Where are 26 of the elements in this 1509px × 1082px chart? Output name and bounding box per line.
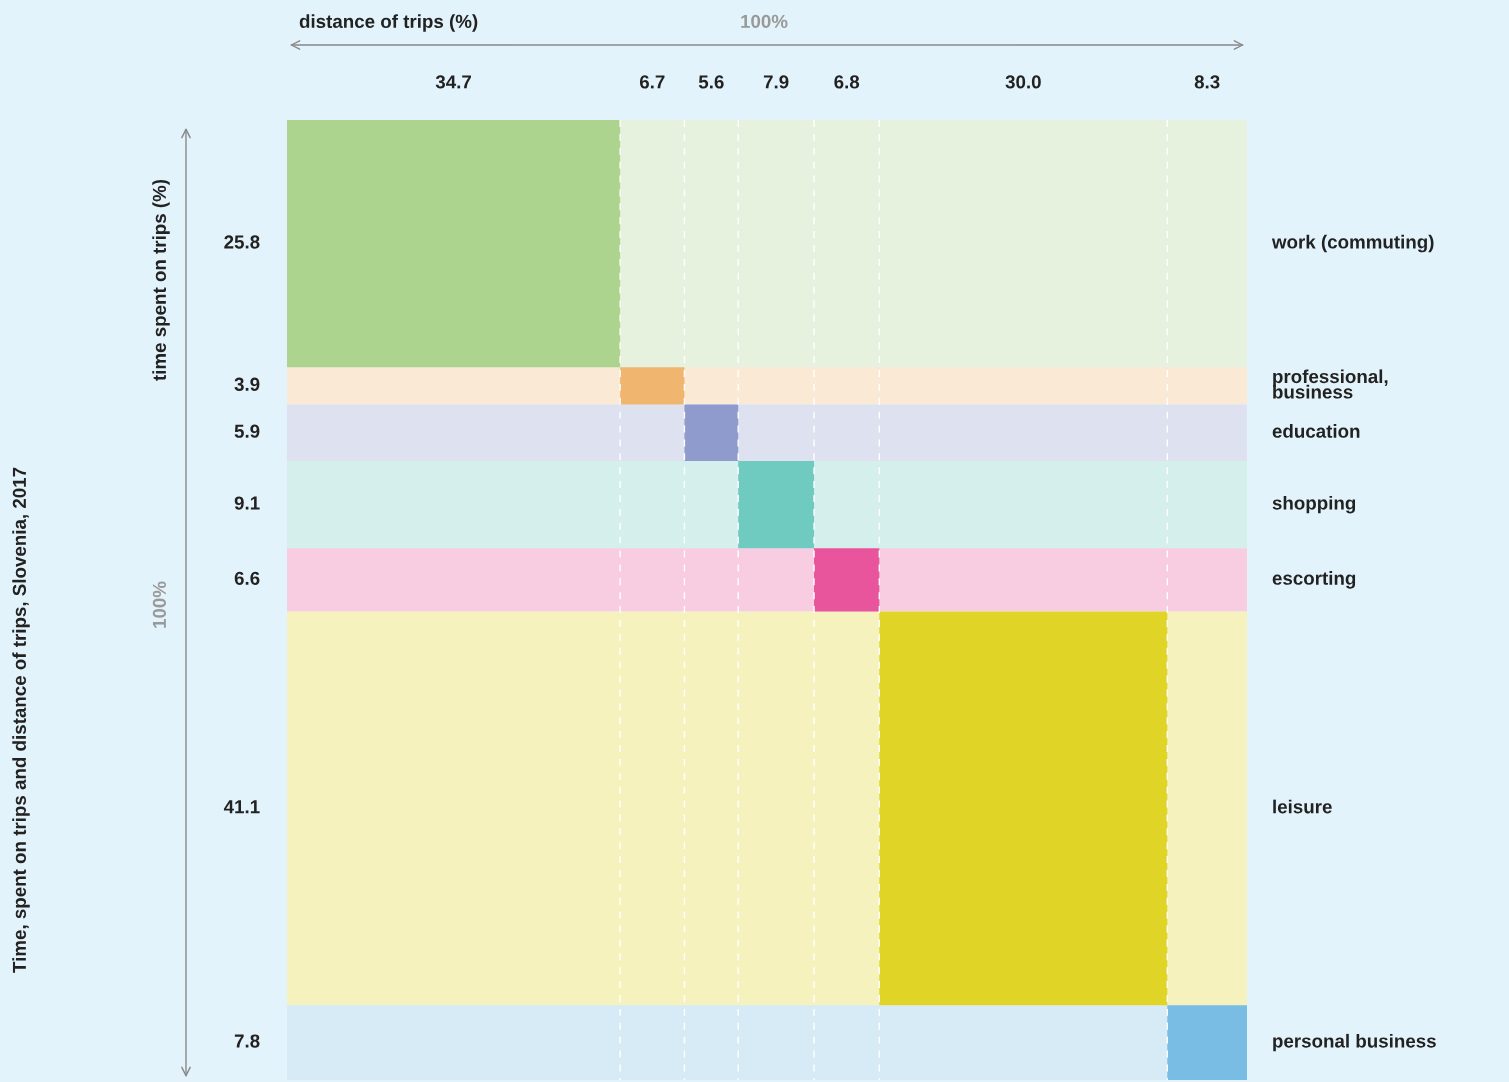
category-label: work (commuting) (1271, 234, 1434, 253)
data-label: 30.0 (1005, 75, 1041, 89)
data-label: 6.6 (234, 571, 260, 585)
text: 100% (741, 14, 788, 29)
text: 100% (152, 581, 167, 628)
data-label: 34.7 (435, 75, 471, 89)
category-label: leisure (1273, 799, 1332, 814)
data-label: 8.3 (1194, 75, 1220, 89)
category-label: professional, business (1273, 369, 1388, 399)
category-label: education (1272, 424, 1360, 438)
data-label: 41.1 (223, 800, 260, 814)
text: Time, spent on trips and distance of trips, Slovenia, 2017 (12, 467, 30, 973)
data-label: 3.9 (234, 377, 260, 391)
data-label: 6.7 (639, 75, 665, 89)
category-label: escorting (1272, 571, 1356, 589)
data-label: 7.8 (234, 1034, 260, 1048)
text: time spent on trips (%) (152, 179, 170, 381)
data-label: 9.1 (234, 496, 260, 510)
category-label: shopping (1272, 495, 1356, 514)
data-label: 5.6 (698, 75, 724, 89)
category-label: personal business (1273, 1033, 1436, 1052)
data-label: 6.8 (834, 75, 860, 89)
data-label: 25.8 (224, 235, 260, 249)
data-label: 7.9 (763, 75, 789, 89)
data-label: 5.9 (234, 424, 260, 438)
text: distance of trips (%) (299, 14, 478, 32)
